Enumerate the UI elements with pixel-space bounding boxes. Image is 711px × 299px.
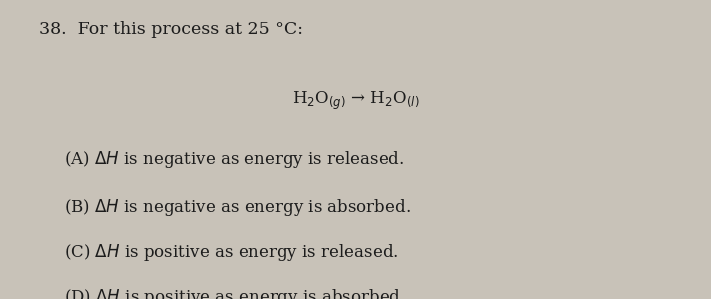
Text: (D) $\Delta H$ is positive as energy is absorbed.: (D) $\Delta H$ is positive as energy is …: [64, 287, 405, 299]
Text: H$_2$O$_{(g)}$ → H$_2$O$_{(l)}$: H$_2$O$_{(g)}$ → H$_2$O$_{(l)}$: [292, 90, 419, 112]
Text: (C) $\Delta H$ is positive as energy is released.: (C) $\Delta H$ is positive as energy is …: [64, 242, 398, 263]
Text: 38.  For this process at 25 °C:: 38. For this process at 25 °C:: [39, 21, 303, 38]
Text: (A) $\Delta H$ is negative as energy is released.: (A) $\Delta H$ is negative as energy is …: [64, 150, 405, 170]
Text: (B) $\Delta H$ is negative as energy is absorbed.: (B) $\Delta H$ is negative as energy is …: [64, 197, 411, 218]
